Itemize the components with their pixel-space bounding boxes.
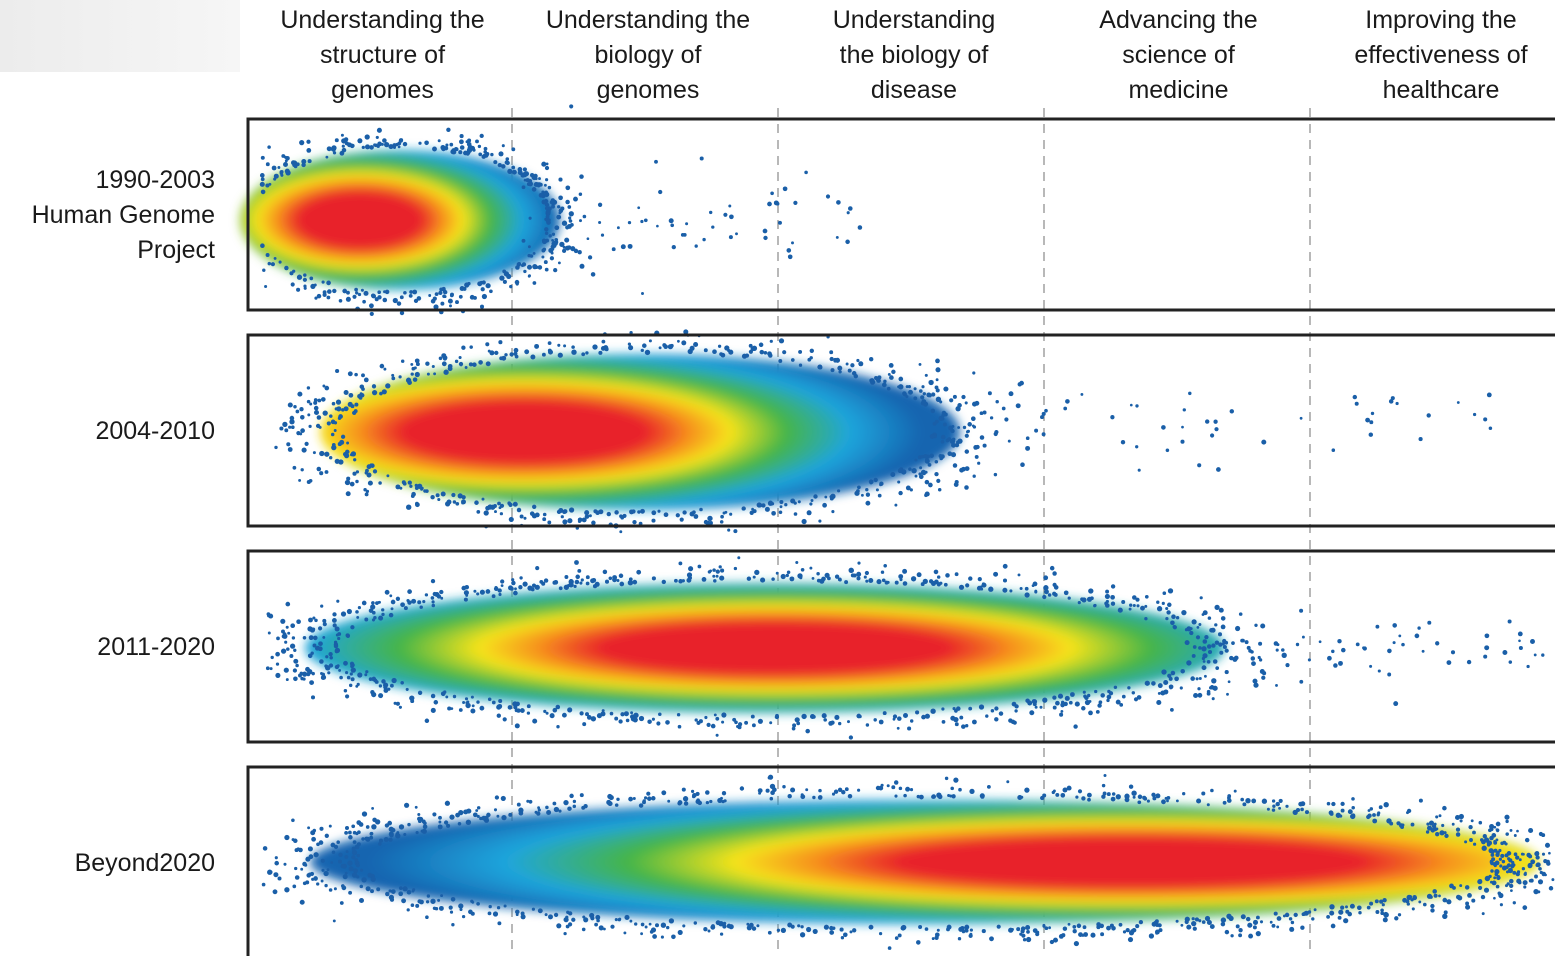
scatter-dots-row-3	[265, 556, 1545, 740]
row-label-2004-2010: 2004-2010	[95, 416, 215, 445]
header-corner-shade	[0, 0, 240, 72]
heat-cloud-row-3	[305, 583, 1225, 713]
row-label-1990-2003: 1990-2003 Human Genome Project	[31, 165, 215, 264]
heat-cloud-row-1	[240, 150, 560, 290]
column-header-effectiveness-of-healthcare: Improving the effectiveness of healthcar…	[1354, 6, 1528, 104]
scatter-dots-row-4	[261, 774, 1555, 950]
column-header-structure-of-genomes: Understanding the structure of genomes	[280, 6, 485, 104]
row-label-beyond-2020: Beyond2020	[74, 848, 215, 877]
panel-frame-2004-2010	[246, 333, 1555, 528]
heat-cloud-row-2	[320, 354, 960, 510]
heat-cloud-row-4	[310, 800, 1540, 924]
column-header-biology-of-genomes: Understanding the biology of genomes	[545, 6, 751, 104]
scatter-dots-row-2	[274, 329, 1493, 534]
scatter-dots-row-1	[259, 104, 863, 316]
column-header-science-of-medicine: Advancing the science of medicine	[1099, 6, 1258, 104]
column-header-biology-of-disease: Understanding the biology of disease	[832, 6, 996, 104]
panel-frame-1990-2003	[246, 117, 1555, 312]
panel-frame-2011-2020	[246, 549, 1555, 744]
row-label-2011-2020: 2011-2020	[97, 632, 215, 661]
panel-frame-beyond-2020	[246, 765, 1555, 956]
